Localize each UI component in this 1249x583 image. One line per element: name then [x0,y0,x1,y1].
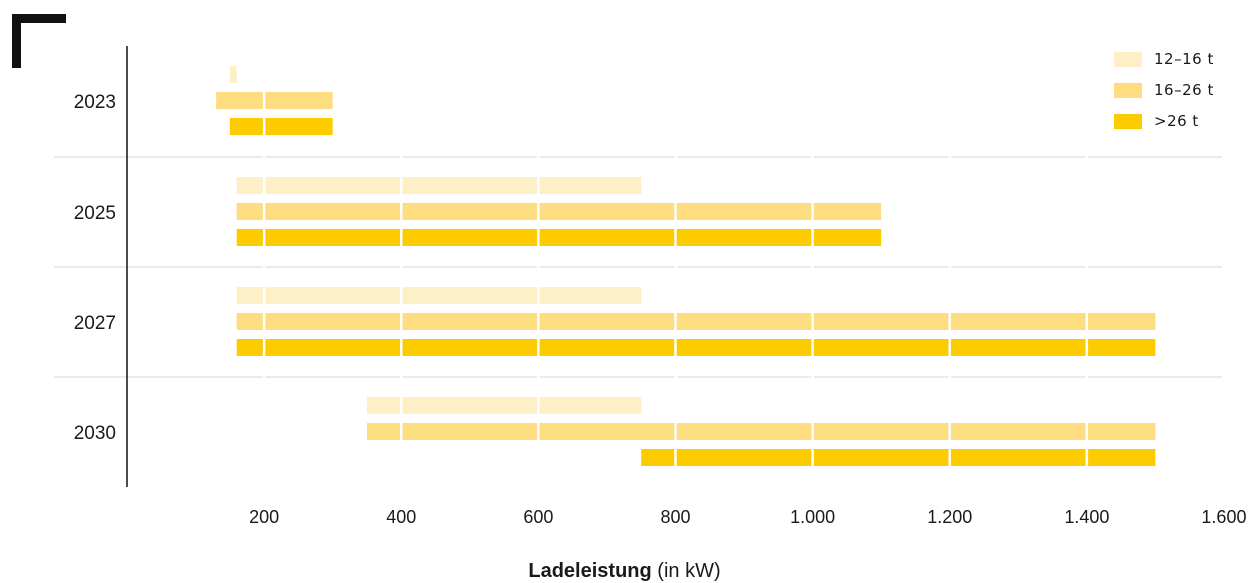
x-axis-title-bold: Ladeleistung [528,560,652,582]
bar-2023-12-16-t [229,66,237,83]
x-axis-title-unit: (in kW) [651,560,721,582]
legend-swatch-over-26t [1114,113,1142,129]
bar-2025--26-t [236,229,882,246]
bar-2030-16-26-t [366,423,1156,440]
corner-mark-horizontal [12,14,66,23]
x-tick-label-1200: 1.200 [927,507,972,527]
x-tick-label-200: 200 [249,507,279,527]
bar-2027-12-16-t [236,287,642,304]
x-tick-label-1000: 1.000 [790,507,835,527]
legend-label-12-16t: 12–16 t [1154,50,1214,68]
x-tick-label-600: 600 [523,507,553,527]
bar-2027--26-t [236,339,1156,356]
bar-2027-16-26-t [236,313,1156,330]
legend-label-over-26t: >26 t [1154,112,1199,130]
y-tick-label-2025: 2025 [74,203,116,224]
legend: 12–16 t 16–26 t >26 t [1114,48,1214,141]
bar-2025-16-26-t [236,203,882,220]
legend-swatch-12-16t [1114,51,1142,67]
legend-label-16-26t: 16–26 t [1154,81,1214,99]
y-tick-label-2030: 2030 [74,423,116,444]
legend-item-16-26t: 16–26 t [1114,79,1214,101]
corner-mark-vertical [12,14,21,68]
x-tick-label-400: 400 [386,507,416,527]
bar-2025-12-16-t [236,177,642,194]
bar-2030--26-t [641,449,1156,466]
legend-swatch-16-26t [1114,82,1142,98]
bar-2030-12-16-t [366,397,642,414]
x-tick-label-800: 800 [660,507,690,527]
y-tick-label-2023: 2023 [74,92,116,113]
y-tick-label-2027: 2027 [74,313,116,334]
bar-2023-16-26-t [216,92,333,109]
x-tick-label-1400: 1.400 [1064,507,1109,527]
legend-item-over-26t: >26 t [1114,110,1214,132]
x-axis-title: Ladeleistung (in kW) [0,560,1249,583]
legend-item-12-16t: 12–16 t [1114,48,1214,70]
bar-2023--26-t [229,118,333,135]
x-tick-label-1600: 1.600 [1201,507,1246,527]
